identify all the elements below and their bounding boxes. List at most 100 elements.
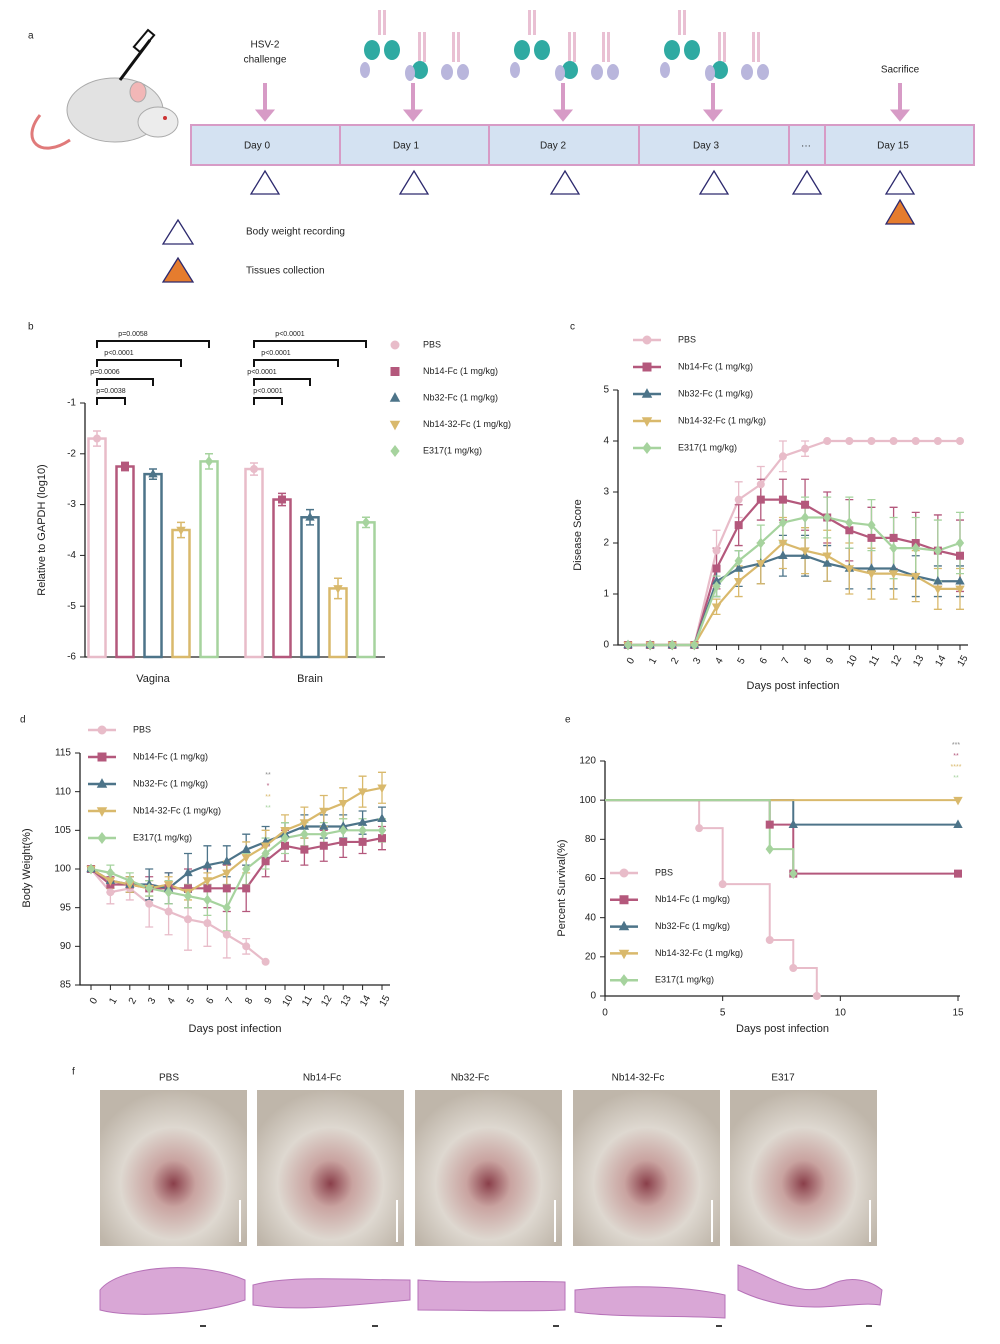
group-label: Nb14-32-Fc [612, 1073, 665, 1084]
x-tick-label: 15 [956, 653, 971, 669]
marker [734, 495, 743, 504]
panel-label: d [20, 715, 26, 726]
x-tick-label: 2 [127, 996, 140, 1007]
y-axis-label: Percent Survival(%) [556, 839, 568, 936]
x-tick-label: 12 [889, 653, 904, 669]
y-tick-label: 85 [60, 980, 72, 991]
marker [955, 537, 965, 549]
y-tick-label: 40 [585, 912, 597, 923]
marker [933, 545, 942, 557]
marker [93, 434, 101, 443]
marker [778, 495, 787, 504]
marker [845, 437, 854, 445]
x-tick-label: 1 [647, 656, 660, 667]
marker [867, 519, 876, 531]
marker [889, 437, 898, 445]
legend-text: PBS [423, 339, 441, 349]
y-axis-label: Relative to GAPDH (log10) [36, 464, 48, 595]
y-tick-label: -4 [67, 550, 76, 561]
marker [933, 585, 943, 595]
marker [377, 824, 387, 836]
x-tick-label: 15 [952, 1008, 964, 1019]
marker [800, 512, 810, 523]
marker [765, 935, 774, 944]
marker [956, 437, 964, 445]
panel-label: b [28, 322, 34, 333]
marker [300, 845, 309, 854]
marker [358, 837, 367, 846]
x-tick-label: 3 [691, 656, 704, 667]
significance: *** [952, 742, 960, 749]
marker [163, 881, 174, 890]
series-line [628, 516, 961, 647]
marker [623, 639, 633, 651]
legend-text: Nb32-Fc (1 mg/kg) [133, 778, 208, 788]
bar [300, 516, 320, 659]
chart-e: e Percent Survival(%) 0 20 40 60 80 100 120 0 5 10 1… [556, 715, 964, 1035]
series-line [90, 868, 267, 963]
group-label: E317 [771, 1073, 795, 1084]
legend-marker [618, 949, 630, 960]
series-line [90, 786, 383, 894]
y-tick-label: 2 [603, 538, 609, 549]
mouse [30, 28, 179, 150]
x-tick-label: 13 [911, 653, 926, 669]
marker [319, 807, 329, 817]
y-tick-label: 115 [55, 748, 71, 759]
legend-marker [641, 417, 653, 427]
marker [357, 788, 368, 797]
marker [106, 867, 115, 879]
marker [358, 824, 367, 836]
marker [176, 526, 186, 536]
axes [84, 403, 385, 658]
legend-marker [390, 367, 400, 376]
sacrifice-label: Sacrifice [881, 65, 920, 76]
significance-bracket [253, 397, 283, 405]
marker [333, 585, 343, 594]
series-line [628, 554, 960, 647]
x-axis-label: Days post infection [189, 1023, 282, 1035]
marker [319, 841, 328, 850]
challenge-label: challenge [244, 55, 287, 66]
legend-marker [619, 868, 629, 878]
x-tick-label: 6 [758, 656, 771, 667]
legend-marker [390, 340, 400, 350]
y-tick-label: 100 [579, 795, 596, 806]
x-tick-label: 15 [378, 993, 393, 1009]
legend-marker [619, 974, 629, 987]
x-tick-label: 4 [166, 996, 179, 1007]
y-tick-label: 3 [603, 487, 609, 498]
panel-label: e [565, 715, 571, 726]
marker [242, 863, 251, 875]
marker [889, 533, 898, 542]
y-tick-label: -1 [67, 398, 76, 409]
marker [933, 437, 942, 445]
p-value: p<0.0001 [253, 388, 282, 395]
marker [953, 819, 963, 828]
legend-text: Nb14-Fc (1 mg/kg) [423, 366, 498, 376]
marker [222, 869, 232, 879]
marker [339, 824, 348, 836]
marker [299, 819, 310, 828]
marker [281, 841, 289, 850]
marker [338, 799, 348, 809]
significance-bracket [253, 359, 339, 367]
marker [733, 577, 744, 587]
bar [356, 521, 376, 659]
marker [202, 877, 213, 886]
x-tick-label: 11 [300, 993, 315, 1008]
legend-marker [389, 392, 401, 402]
y-tick-label: 0 [603, 640, 609, 651]
legend-text: PBS [133, 724, 151, 734]
bar [115, 465, 135, 659]
p-value: p=0.0038 [96, 388, 125, 395]
panel-label: a [28, 31, 34, 42]
marker [712, 564, 721, 573]
marker [202, 859, 213, 869]
marker [812, 992, 821, 1000]
p-value: p<0.0001 [104, 350, 133, 357]
y-tick-label: 90 [60, 941, 72, 952]
tissue-marker [884, 198, 916, 225]
marker [756, 495, 765, 504]
chart-b: b Relative to GAPDH (log10) -6 -5 -4 -3 -2 -1 PB… [28, 322, 511, 685]
